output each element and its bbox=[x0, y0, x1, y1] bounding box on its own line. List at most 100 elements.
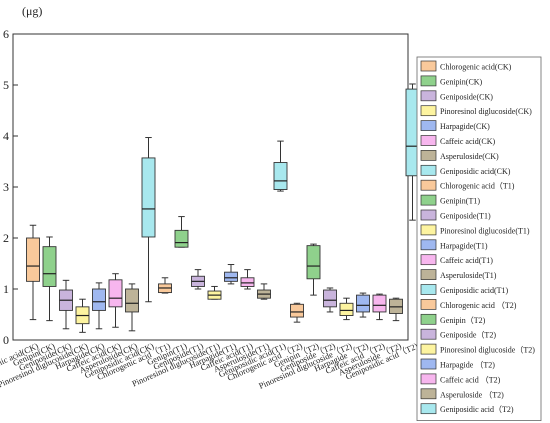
legend-label: Genipin（T2) bbox=[440, 316, 486, 325]
legend-label: Asperuloside(T1) bbox=[440, 271, 497, 280]
legend-item: Asperuloside(T1) bbox=[420, 269, 497, 280]
box-14 bbox=[240, 269, 255, 290]
box-body bbox=[42, 246, 57, 287]
legend-item: Geniposide（T2) bbox=[420, 328, 496, 340]
legend-item: Pinoresinol diglucoside(T1) bbox=[420, 224, 530, 236]
box-body bbox=[240, 277, 255, 287]
box-body bbox=[141, 157, 156, 238]
legend-label: Harpagide(T1) bbox=[440, 241, 488, 250]
legend-swatch bbox=[420, 90, 437, 102]
legend-swatch bbox=[420, 254, 437, 266]
box-2 bbox=[42, 236, 57, 322]
legend-swatch bbox=[420, 269, 437, 280]
y-tick-label: 6 bbox=[3, 27, 9, 41]
legend-item: Caffeic acid(CK) bbox=[420, 135, 495, 146]
legend-label: Caffeic acid(CK) bbox=[440, 137, 495, 146]
box-body bbox=[26, 237, 40, 282]
legend-item: Pinoresinol diglucoside(CK) bbox=[420, 105, 532, 116]
box-17 bbox=[290, 302, 304, 323]
legend-swatch bbox=[420, 224, 437, 236]
legend-swatch bbox=[420, 239, 437, 251]
box-5 bbox=[92, 282, 106, 330]
legend-item: Asperuloside(CK) bbox=[420, 150, 499, 161]
box-6 bbox=[108, 273, 123, 328]
legend-swatch bbox=[420, 60, 437, 72]
legend-swatch bbox=[420, 328, 437, 340]
box-16 bbox=[273, 140, 288, 192]
box-body bbox=[372, 294, 387, 313]
box-body bbox=[125, 288, 139, 313]
box-body bbox=[323, 289, 337, 308]
legend-item: Geniposidic acid（T2) bbox=[420, 403, 514, 414]
legend-label: Genipin(T1) bbox=[440, 197, 480, 206]
legend-swatch bbox=[420, 313, 437, 325]
box-body bbox=[108, 279, 123, 308]
legend-label: Asperuloside(CK) bbox=[440, 152, 499, 161]
box-20 bbox=[339, 297, 354, 321]
legend-label: Geniposide(CK) bbox=[440, 92, 493, 101]
legend-item: Geniposidic acid(T1) bbox=[420, 284, 509, 295]
legend-label: Caffeic acid （T2) bbox=[440, 375, 501, 384]
box-7 bbox=[125, 283, 139, 332]
box-body bbox=[290, 303, 304, 318]
box-9 bbox=[158, 277, 172, 294]
legend-item: Chlorogenic acid （T2) bbox=[420, 299, 517, 310]
box-body bbox=[356, 294, 370, 313]
box-23 bbox=[389, 297, 403, 322]
legend-swatch bbox=[420, 284, 437, 295]
legend-item: Chlorogenic acid（T1) bbox=[420, 179, 515, 191]
legend-item: Geniposidic acid(CK) bbox=[420, 164, 511, 176]
y-tick-label: 2 bbox=[3, 231, 9, 245]
legend-item: Chlorogenic acid(CK) bbox=[420, 60, 512, 72]
legend-item: Geniposide(T1) bbox=[420, 209, 491, 221]
legend-swatch bbox=[420, 135, 437, 146]
legend-label: Geniposidic acid(CK) bbox=[440, 167, 511, 176]
legend-label: Geniposidic acid（T2) bbox=[440, 405, 514, 414]
legend-swatch bbox=[420, 299, 437, 310]
legend-label: Caffeic acid(T1) bbox=[440, 256, 493, 265]
legend-item: Genipin(CK) bbox=[420, 75, 483, 87]
legend-swatch bbox=[420, 373, 437, 385]
legend-label: Pinoresinol diglucoside(T1) bbox=[440, 226, 530, 235]
legend-label: Harpagide （T2) bbox=[440, 361, 495, 370]
legend-item: Geniposide(CK) bbox=[420, 90, 493, 102]
box-body bbox=[306, 245, 321, 280]
plot-area: 0 1 2 3 4 5 6 bbox=[3, 27, 420, 347]
legend: Chlorogenic acid(CK) Genipin(CK) Geniposid… bbox=[416, 56, 542, 422]
legend-item: Harpagide(CK) bbox=[420, 120, 490, 131]
box-body bbox=[339, 302, 354, 316]
box-11 bbox=[191, 269, 205, 290]
legend-label: Asperuloside （T2) bbox=[440, 390, 504, 399]
box-4 bbox=[75, 298, 90, 333]
legend-swatch bbox=[420, 343, 437, 355]
legend-label: Geniposidic acid(T1) bbox=[440, 286, 509, 295]
legend-item: Caffeic acid （T2) bbox=[420, 373, 501, 385]
box-1 bbox=[26, 224, 40, 321]
box-13 bbox=[224, 264, 238, 285]
legend-swatch bbox=[420, 358, 437, 370]
legend-swatch bbox=[420, 150, 437, 161]
x-category-labels: Chlorogenic acid(CK)Genipin(CK)Geniposid… bbox=[0, 341, 419, 391]
legend-label: Pinoresinol diglucoside（T2) bbox=[440, 346, 535, 355]
legend-swatch bbox=[420, 75, 437, 87]
legend-label: Genipin(CK) bbox=[440, 77, 483, 86]
box-19 bbox=[323, 287, 337, 313]
legend-swatch bbox=[420, 164, 437, 176]
legend-item: Asperuloside （T2) bbox=[420, 388, 504, 400]
box-body bbox=[174, 229, 189, 248]
box-body bbox=[224, 271, 238, 282]
legend-item: Genipin(T1) bbox=[420, 194, 480, 206]
y-tick-label: 1 bbox=[3, 282, 9, 296]
legend-label: Pinoresinol diglucoside(CK) bbox=[440, 107, 532, 116]
box-body bbox=[273, 162, 288, 191]
box-21 bbox=[356, 292, 370, 318]
legend-label: Geniposide（T2) bbox=[440, 331, 496, 340]
legend-swatch bbox=[420, 388, 437, 400]
y-tick-label: 4 bbox=[3, 129, 9, 143]
legend-label: Chlorogenic acid （T2) bbox=[440, 301, 517, 310]
legend-frame bbox=[416, 56, 542, 422]
legend-item: Caffeic acid(T1) bbox=[420, 254, 493, 266]
legend-swatch bbox=[420, 179, 437, 191]
y-tick-label: 3 bbox=[3, 180, 9, 194]
